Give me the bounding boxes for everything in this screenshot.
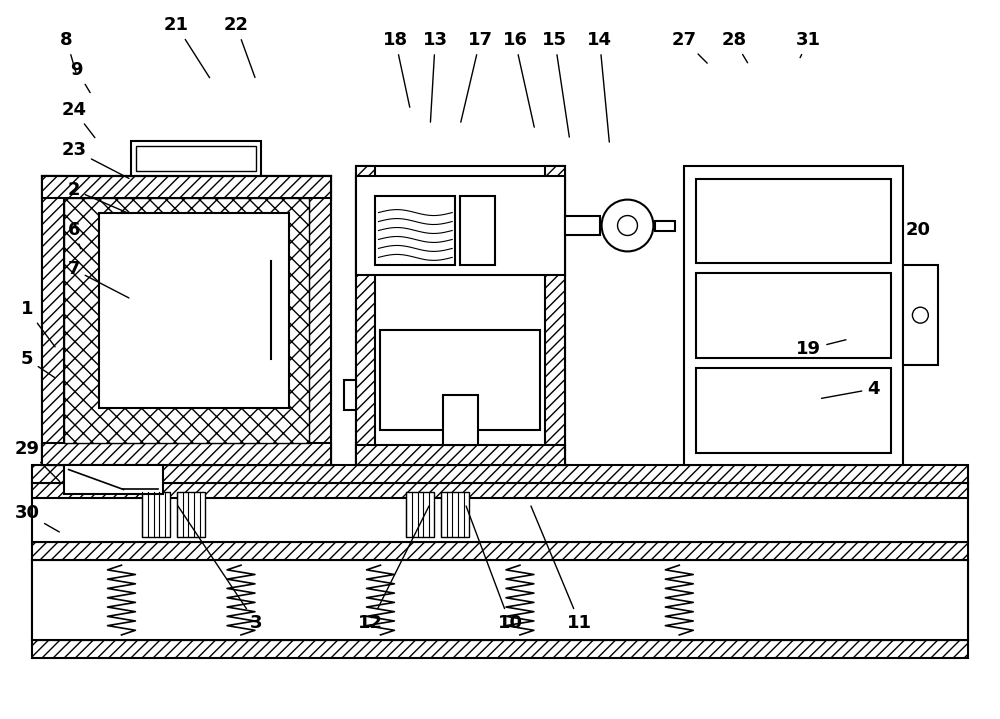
Bar: [356, 166, 565, 464]
Bar: [177, 493, 205, 537]
Text: 30: 30: [14, 505, 59, 532]
Bar: [32, 464, 968, 482]
Text: 18: 18: [383, 31, 410, 107]
Text: 16: 16: [502, 31, 534, 127]
Bar: [131, 141, 261, 175]
Bar: [64, 464, 163, 495]
Text: 5: 5: [21, 350, 54, 377]
Bar: [696, 368, 891, 453]
Bar: [767, 402, 822, 420]
Text: 17: 17: [461, 31, 493, 122]
Bar: [406, 493, 434, 537]
Bar: [375, 196, 455, 265]
Bar: [684, 166, 903, 464]
Text: 28: 28: [722, 31, 748, 63]
Text: 29: 29: [14, 439, 60, 482]
Bar: [32, 482, 968, 498]
Bar: [32, 560, 968, 640]
Bar: [356, 166, 375, 464]
Bar: [32, 560, 968, 640]
Text: 13: 13: [423, 31, 448, 122]
Bar: [142, 493, 170, 537]
Bar: [903, 265, 938, 365]
Text: 22: 22: [224, 17, 255, 78]
Bar: [767, 307, 822, 325]
Text: 7: 7: [67, 260, 129, 298]
Bar: [565, 216, 600, 236]
Bar: [32, 542, 968, 560]
Text: 1: 1: [21, 301, 55, 347]
Text: 21: 21: [164, 17, 210, 78]
Text: 12: 12: [358, 506, 429, 632]
Bar: [32, 640, 968, 658]
Bar: [42, 175, 331, 198]
Text: 14: 14: [587, 31, 612, 142]
Bar: [655, 221, 675, 231]
Bar: [136, 146, 256, 170]
Bar: [64, 198, 309, 443]
Bar: [309, 175, 331, 464]
Text: 4: 4: [821, 380, 880, 398]
Bar: [42, 175, 64, 464]
Text: 20: 20: [906, 221, 931, 239]
Bar: [460, 196, 495, 265]
Bar: [42, 175, 331, 464]
Text: 31: 31: [796, 31, 821, 58]
Text: 10: 10: [466, 506, 522, 632]
Bar: [545, 166, 565, 464]
Bar: [99, 213, 289, 408]
Bar: [356, 444, 565, 464]
Bar: [356, 175, 565, 275]
Bar: [344, 380, 356, 410]
Bar: [42, 443, 331, 464]
Text: 9: 9: [70, 61, 90, 93]
Text: 6: 6: [67, 221, 81, 249]
Bar: [696, 273, 891, 358]
Bar: [696, 179, 891, 263]
Text: 23: 23: [61, 141, 129, 178]
Bar: [767, 213, 822, 231]
Text: 11: 11: [531, 506, 592, 632]
Text: 15: 15: [542, 31, 569, 137]
Text: 2: 2: [67, 180, 129, 214]
Text: 24: 24: [61, 101, 95, 137]
Text: 27: 27: [672, 31, 707, 63]
Bar: [380, 330, 540, 430]
Text: 3: 3: [178, 505, 262, 632]
Bar: [441, 493, 469, 537]
Text: 8: 8: [60, 31, 76, 73]
Text: 19: 19: [796, 340, 846, 358]
Bar: [443, 395, 478, 444]
Bar: [32, 482, 968, 542]
